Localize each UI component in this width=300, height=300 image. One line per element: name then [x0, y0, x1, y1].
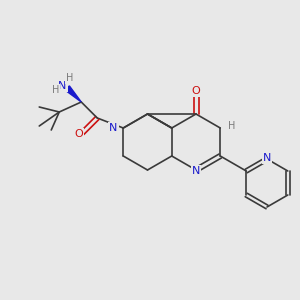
Text: H: H [52, 85, 59, 95]
Text: N: N [263, 153, 271, 163]
Text: H: H [66, 73, 73, 83]
Text: O: O [192, 86, 200, 96]
Text: N: N [109, 123, 117, 133]
Polygon shape [65, 86, 81, 102]
Text: N: N [58, 81, 66, 91]
Text: H: H [228, 121, 235, 131]
Text: N: N [192, 166, 200, 176]
Text: O: O [74, 129, 82, 139]
